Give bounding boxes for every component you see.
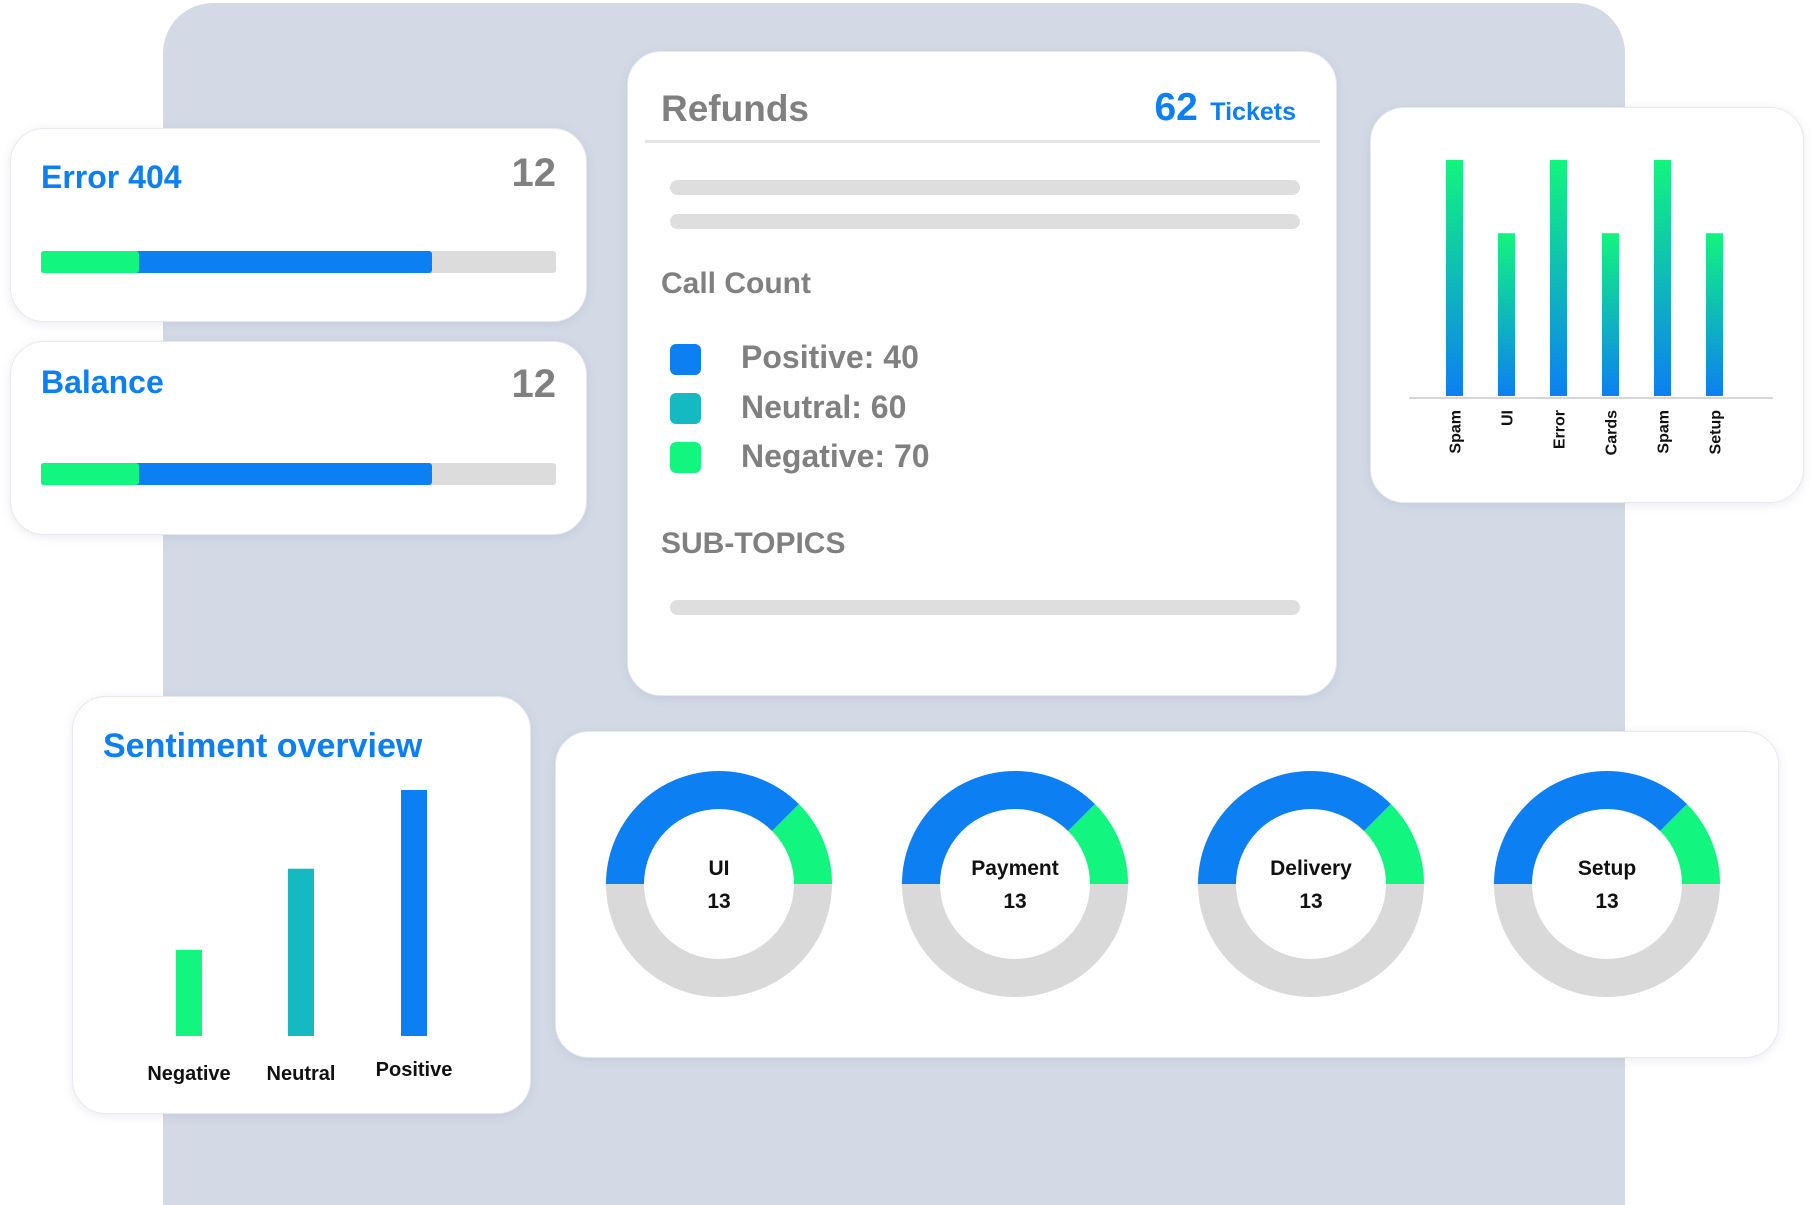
- donut-segment-green: [1494, 771, 1720, 997]
- ticket-count: 62: [1154, 86, 1198, 129]
- tick-label: Setup: [1708, 410, 1725, 455]
- tick-label: Spam: [1656, 410, 1673, 454]
- sentiment-title: Sentiment overview: [103, 727, 423, 765]
- ticket-summary: 62 Tickets: [1154, 86, 1296, 130]
- balance-card[interactable]: Balance 12: [10, 341, 587, 535]
- card-title: Error 404: [41, 159, 182, 195]
- progress-fill-green: [41, 251, 139, 273]
- legend-swatch-negative: [670, 442, 701, 473]
- bar-error: [1550, 160, 1567, 396]
- progress-bar: [41, 463, 556, 485]
- progress-fill-blue: [41, 463, 433, 485]
- topic-bar-chart: Spam UI Error Cards Spam Setup: [1409, 160, 1773, 455]
- refunds-card[interactable]: Refunds 62 Tickets Call Count Positive: …: [627, 51, 1337, 696]
- bar-spam: [1446, 160, 1463, 396]
- error-404-card[interactable]: Error 404 12: [10, 128, 587, 322]
- sentiment-bar-chart: Negative Neutral Positive: [147, 790, 453, 1085]
- donut-segment-gray: [902, 771, 1128, 997]
- bar-neutral: [288, 868, 314, 1036]
- donut-label: Payment: [971, 857, 1059, 880]
- donut-delivery: Delivery 13: [1198, 771, 1424, 997]
- tick-label: Positive: [376, 1059, 453, 1081]
- placeholder-line: [670, 180, 1300, 195]
- donut-value: 13: [707, 890, 730, 913]
- placeholder-line: [670, 600, 1300, 615]
- legend-label-positive: Positive: 40: [741, 339, 919, 375]
- refunds-title: Refunds: [661, 88, 809, 129]
- progress-fill-green: [41, 463, 139, 485]
- donut-segment-green: [902, 771, 1128, 997]
- tick-label: Error: [1552, 410, 1569, 449]
- sentiment-overview-card[interactable]: Sentiment overview Negative Neutral Positi…: [72, 696, 531, 1114]
- progress-fill-blue: [41, 251, 433, 273]
- tick-label: Cards: [1604, 410, 1621, 455]
- donut-value: 13: [1595, 890, 1618, 913]
- donut-segment-gray: [606, 771, 832, 997]
- subtopics-heading: SUB-TOPICS: [661, 527, 846, 560]
- ticket-label: Tickets: [1210, 98, 1296, 126]
- progress-bar: [41, 251, 556, 273]
- tick-label: Spam: [1448, 410, 1465, 454]
- donut-segment-gray: [1494, 771, 1720, 997]
- donut-ui: UI 13: [606, 771, 832, 997]
- topic-bar-chart-card[interactable]: Spam UI Error Cards Spam Setup: [1370, 107, 1804, 503]
- legend-swatch-neutral: [670, 393, 701, 424]
- donut-segment-green: [1198, 771, 1424, 997]
- card-title: Balance: [41, 364, 164, 400]
- divider: [645, 140, 1320, 143]
- card-count: 12: [511, 151, 557, 195]
- donut-charts: UI 13 Payment 13 Delivery 13 Setup 13: [606, 771, 1720, 997]
- card-count: 12: [511, 362, 557, 406]
- tick-label: Neutral: [267, 1063, 336, 1085]
- legend-label-negative: Negative: 70: [741, 438, 930, 474]
- legend-swatch-positive: [670, 344, 701, 375]
- placeholder-line: [670, 214, 1300, 229]
- call-count-heading: Call Count: [661, 267, 811, 300]
- donut-charts-card[interactable]: UI 13 Payment 13 Delivery 13 Setup 13: [555, 731, 1779, 1058]
- bar-positive: [401, 790, 427, 1036]
- donut-value: 13: [1003, 890, 1026, 913]
- bar-setup: [1706, 233, 1723, 396]
- donut-label: UI: [709, 857, 730, 880]
- bar-cards: [1602, 233, 1619, 396]
- donut-setup: Setup 13: [1494, 771, 1720, 997]
- donut-segment-gray: [1198, 771, 1424, 997]
- legend-label-neutral: Neutral: 60: [741, 389, 907, 425]
- bar-spam: [1654, 160, 1671, 396]
- donut-segment-green: [606, 771, 832, 997]
- donut-value: 13: [1299, 890, 1322, 913]
- tick-label: Negative: [147, 1063, 230, 1085]
- donut-payment: Payment 13: [902, 771, 1128, 997]
- donut-label: Setup: [1578, 857, 1636, 880]
- donut-label: Delivery: [1270, 857, 1352, 880]
- bar-negative: [176, 949, 202, 1036]
- bar-ui: [1498, 233, 1515, 396]
- tick-label: UI: [1500, 410, 1517, 426]
